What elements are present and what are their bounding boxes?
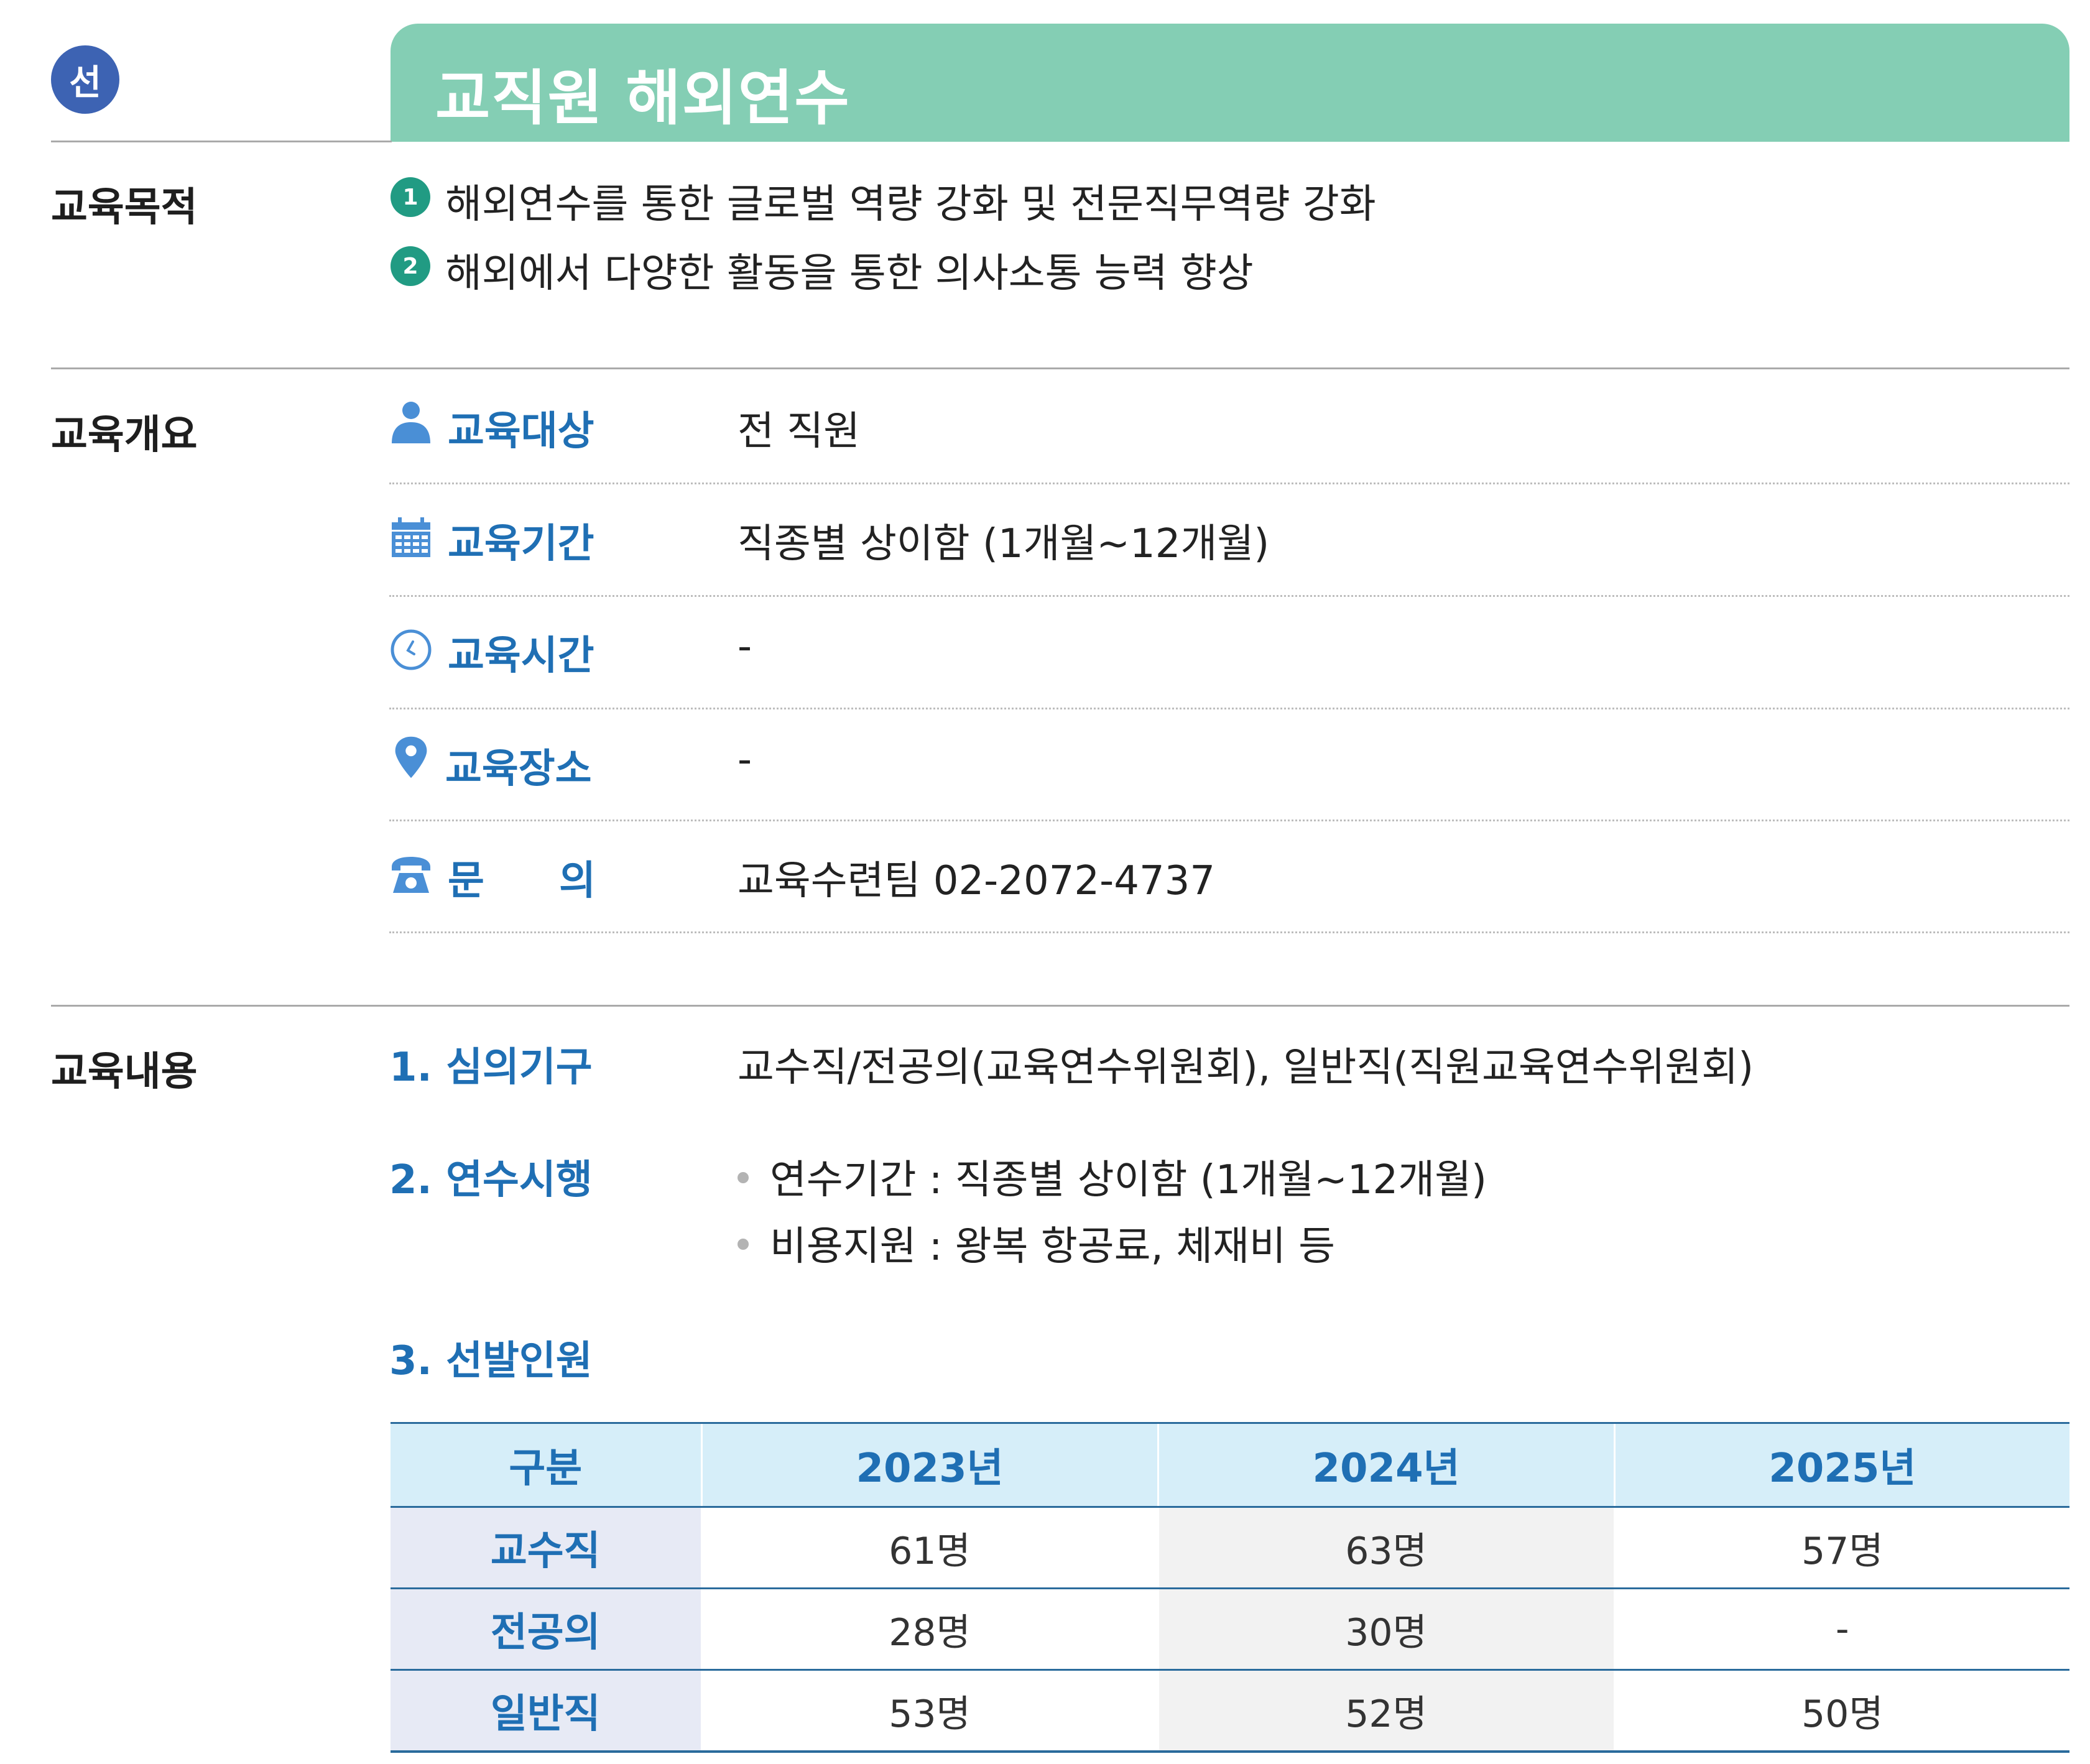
table-row: 교수직 61명 63명 57명 [391, 1507, 2069, 1589]
page-title: 교직원 해외연수 [435, 63, 851, 133]
table-row: 일반직 53명 52명 50명 [391, 1669, 2069, 1753]
table-cell: 63명 [1158, 1507, 1616, 1589]
purpose-label: 교육목적 [51, 185, 198, 231]
table-header-2023: 2023년 [701, 1424, 1159, 1508]
table-top-border [391, 1422, 2069, 1425]
table-cell: 53명 [701, 1669, 1159, 1753]
table-cell: 50명 [1614, 1669, 2069, 1753]
deliberation-value: 교수직/전공의(교육연수위원회), 일반직(직원교육연수위원회) [738, 1045, 1754, 1091]
row-header-resident: 전공의 [391, 1588, 703, 1671]
section-badge: 선 [51, 45, 119, 114]
table-cell: 28명 [701, 1588, 1159, 1671]
overview-row-period-value: 직종별 상이함 (1개월~12개월) [738, 521, 1270, 567]
purpose-item-2: 해외에서 다양한 활동을 통한 의사소통 능력 향상 [445, 251, 1254, 297]
overview-row-target-value: 전 직원 [738, 409, 860, 455]
table-cell: 30명 [1158, 1588, 1616, 1671]
deliberation-label: 1. 심의기구 [389, 1045, 593, 1091]
overview-row-target-label: 교육대상 [448, 409, 594, 455]
table-row: 전공의 28명 30명 - [391, 1588, 2069, 1671]
execution-bullet-2: 비용지원 : 왕복 항공료, 체재비 등 [770, 1224, 1336, 1270]
table-header-2024: 2024년 [1158, 1424, 1616, 1508]
inquiry-label-char-1: 문 [448, 858, 484, 904]
section-divider [51, 1005, 2069, 1007]
purpose-item-1: 해외연수를 통한 글로벌 역량 강화 및 전문직무역량 강화 [445, 182, 1376, 228]
overview-row-time-value: - [738, 624, 752, 670]
table-cell: - [1614, 1588, 2069, 1671]
table-cell: 61명 [701, 1507, 1159, 1589]
row-header-faculty: 교수직 [391, 1507, 703, 1589]
telephone-icon [392, 857, 430, 893]
selection-label: 3. 선발인원 [389, 1338, 593, 1384]
row-divider [389, 595, 2069, 597]
calendar-icon [392, 517, 430, 557]
overview-row-place-value: - [738, 737, 752, 783]
table-header-row: 구분 2023년 2024년 2025년 [391, 1424, 2069, 1508]
purpose-number-2: 2 [391, 246, 430, 286]
row-header-general-staff: 일반직 [391, 1669, 703, 1753]
overview-row-place-label: 교육장소 [445, 746, 592, 792]
table-cell: 52명 [1158, 1669, 1616, 1753]
execution-label: 2. 연수시행 [389, 1157, 593, 1203]
row-divider [389, 820, 2069, 821]
row-divider [389, 708, 2069, 709]
title-bar: 교직원 해외연수 [391, 24, 2069, 142]
overview-row-inquiry-label: 문 의 [448, 849, 596, 906]
person-icon [392, 402, 430, 443]
purpose-number-1: 1 [391, 177, 430, 217]
table-header-2025: 2025년 [1614, 1424, 2069, 1508]
contents-label: 교육내용 [51, 1049, 198, 1095]
bullet-dot [738, 1239, 749, 1250]
location-pin-icon [395, 736, 427, 778]
section-divider [51, 367, 2069, 369]
overview-row-period-label: 교육기간 [448, 521, 594, 567]
bullet-dot [738, 1172, 749, 1183]
row-divider [389, 931, 2069, 933]
clock-icon [391, 629, 432, 670]
overview-row-time-label: 교육시간 [448, 633, 594, 679]
overview-row-inquiry-value: 교육수련팀 02-2072-4737 [738, 858, 1216, 904]
table-header-category: 구분 [391, 1424, 703, 1508]
header-divider [51, 141, 392, 142]
execution-bullet-1: 연수기간 : 직종별 상이함 (1개월~12개월) [770, 1157, 1487, 1203]
inquiry-label-char-2: 의 [559, 858, 596, 904]
table-cell: 57명 [1614, 1507, 2069, 1589]
selection-table: 구분 2023년 2024년 2025년 교수직 61명 63명 57명 전공의… [391, 1424, 2069, 1753]
row-divider [389, 483, 2069, 484]
overview-label: 교육개요 [51, 412, 198, 458]
